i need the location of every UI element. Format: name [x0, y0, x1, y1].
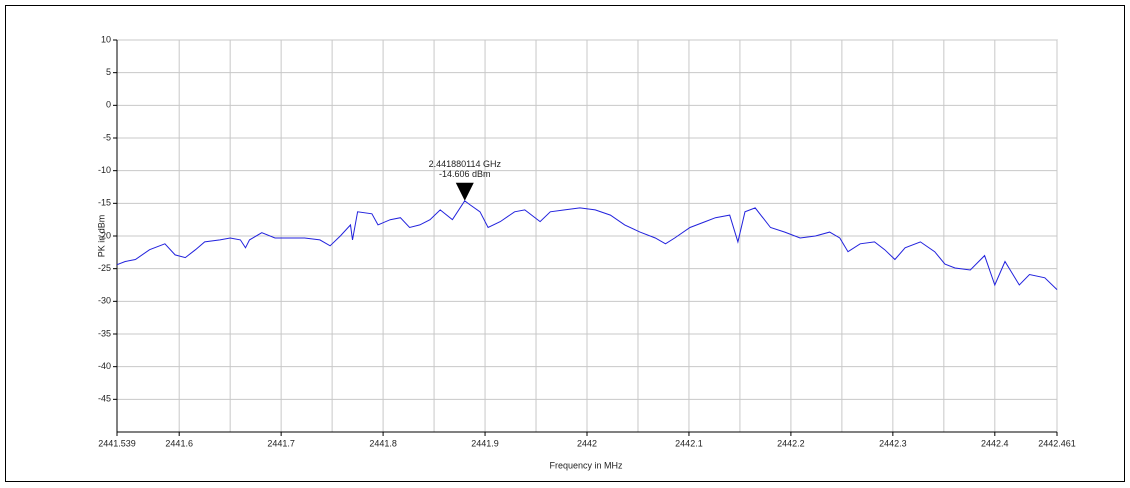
marker-level: -14.606 dBm — [439, 169, 491, 179]
marker-frequency: 2.441880114 GHz — [429, 159, 502, 169]
x-tick-label: 2442.3 — [879, 438, 907, 448]
y-tick-label: -5 — [103, 132, 111, 142]
trace — [116, 200, 1058, 290]
x-tick-label: 2442.1 — [675, 438, 703, 448]
y-tick-label: -20 — [98, 230, 111, 240]
y-tick-label: -25 — [98, 263, 111, 273]
y-tick-label: 5 — [106, 67, 111, 77]
x-tick-label: 2442.2 — [777, 438, 805, 448]
x-tick-label: 2441.6 — [165, 438, 193, 448]
y-tick-label: 10 — [101, 34, 111, 44]
y-tick-label: -10 — [98, 165, 111, 175]
y-tick-label: -45 — [98, 394, 111, 404]
y-tick-label: -35 — [98, 328, 111, 338]
x-tick-label: 2442 — [577, 438, 597, 448]
y-tick-label: -40 — [98, 361, 111, 371]
peak-marker — [455, 182, 474, 201]
x-tick-label: 2442.4 — [981, 438, 1009, 448]
x-tick-label: 2441.9 — [471, 438, 499, 448]
x-tick-label: 2441.8 — [369, 438, 397, 448]
y-axis-label: PK in dBm — [96, 215, 106, 258]
x-tick-label: 2441.7 — [267, 438, 295, 448]
y-tick-label: 0 — [106, 100, 111, 110]
y-tick-label: -30 — [98, 296, 111, 306]
x-axis-label: Frequency in MHz — [549, 460, 623, 470]
x-tick-label: 2441.539 — [98, 438, 136, 448]
y-tick-label: -15 — [98, 198, 111, 208]
x-tick-label: 2442.461 — [1038, 438, 1076, 448]
